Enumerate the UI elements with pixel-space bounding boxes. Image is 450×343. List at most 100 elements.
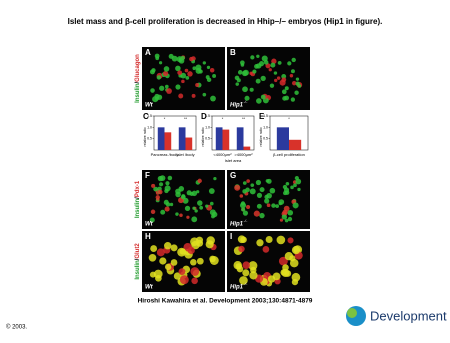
genotype-superscript: -/- — [244, 281, 248, 286]
cell — [287, 237, 294, 244]
cell — [206, 77, 212, 83]
cell — [254, 64, 259, 69]
cell — [156, 197, 160, 201]
cell — [242, 181, 247, 185]
cell — [242, 189, 247, 194]
cell — [190, 267, 200, 276]
cell — [284, 218, 289, 223]
cell — [168, 53, 174, 59]
cell — [148, 253, 157, 262]
cell — [294, 90, 299, 95]
panel-letter: H — [145, 232, 151, 241]
cell — [185, 76, 190, 80]
cell — [277, 61, 282, 65]
chart-letter: C — [143, 112, 149, 121]
cell — [192, 206, 196, 210]
significance: * — [288, 116, 290, 121]
cell — [269, 187, 276, 194]
stain-part: Glucagon — [135, 54, 141, 82]
cell — [202, 61, 206, 65]
cell — [239, 202, 247, 209]
cell — [180, 55, 185, 61]
cell — [250, 55, 255, 60]
cell — [175, 191, 181, 198]
cell — [209, 68, 215, 73]
chart-frame — [153, 115, 197, 151]
y-tick-label: 1.0 — [147, 125, 152, 129]
cell — [206, 65, 211, 70]
cell — [239, 194, 244, 198]
y-axis-label: relative ratio — [259, 127, 263, 146]
cell — [237, 70, 243, 75]
cell — [199, 205, 204, 210]
cell — [270, 62, 276, 68]
x-tick-label: Pancreas /body — [151, 152, 179, 157]
y-tick-label: 1.5 — [147, 114, 152, 118]
cell — [268, 68, 272, 72]
cell — [285, 181, 290, 186]
cell — [195, 83, 200, 88]
bar — [185, 137, 193, 150]
cell — [211, 214, 215, 219]
cell — [276, 235, 286, 245]
cell — [190, 237, 199, 247]
genotype-superscript: -/- — [244, 218, 248, 223]
cell — [179, 213, 183, 217]
x-tick-label: >4000μm² — [234, 152, 253, 157]
cell — [249, 87, 254, 92]
cell — [242, 210, 249, 216]
bar — [243, 146, 251, 150]
cell — [290, 185, 294, 190]
cell — [266, 192, 272, 199]
cell — [289, 74, 294, 78]
cell — [195, 67, 202, 74]
cell — [255, 78, 261, 84]
cell — [192, 66, 197, 71]
cell — [205, 240, 214, 249]
cell — [276, 76, 281, 80]
cell — [158, 182, 164, 187]
cell — [242, 269, 250, 277]
cell — [155, 56, 160, 61]
cell — [239, 276, 248, 285]
cell — [274, 78, 278, 83]
bar — [236, 127, 244, 150]
cell — [249, 271, 258, 280]
cell — [186, 190, 192, 196]
cell — [159, 85, 165, 91]
cell — [259, 187, 265, 193]
cell — [284, 252, 294, 261]
cell — [164, 84, 169, 89]
genotype: Hip1 — [230, 103, 244, 109]
cell — [264, 198, 270, 204]
cell — [234, 184, 241, 191]
cell — [295, 77, 300, 81]
panel-letter: A — [145, 48, 151, 57]
cell — [291, 57, 296, 63]
panel-letter: G — [230, 171, 236, 180]
cell — [150, 209, 156, 215]
genotype: Hip1 — [230, 285, 244, 291]
bar — [215, 127, 223, 150]
genotype: Hip1 — [230, 222, 244, 228]
cell — [248, 261, 258, 271]
cell — [196, 257, 204, 265]
cell — [291, 245, 301, 255]
cell — [191, 277, 198, 285]
cell — [197, 200, 203, 206]
cell — [283, 191, 288, 196]
x-tick-label: <4000μm² — [213, 152, 232, 157]
stain-part: Insulin — [135, 199, 141, 219]
cell — [163, 199, 169, 205]
cell — [191, 190, 198, 197]
slide-title: Islet mass and β-cell proliferation is d… — [68, 17, 383, 26]
stain-part: / — [135, 258, 141, 260]
cell — [159, 257, 167, 265]
cell — [150, 88, 155, 93]
citation: Hiroshi Kawahira et al. Development 2003… — [138, 298, 313, 305]
y-axis-label: relative ratio — [201, 127, 205, 146]
cell — [256, 203, 262, 209]
cell — [281, 214, 288, 220]
cell — [164, 263, 172, 271]
